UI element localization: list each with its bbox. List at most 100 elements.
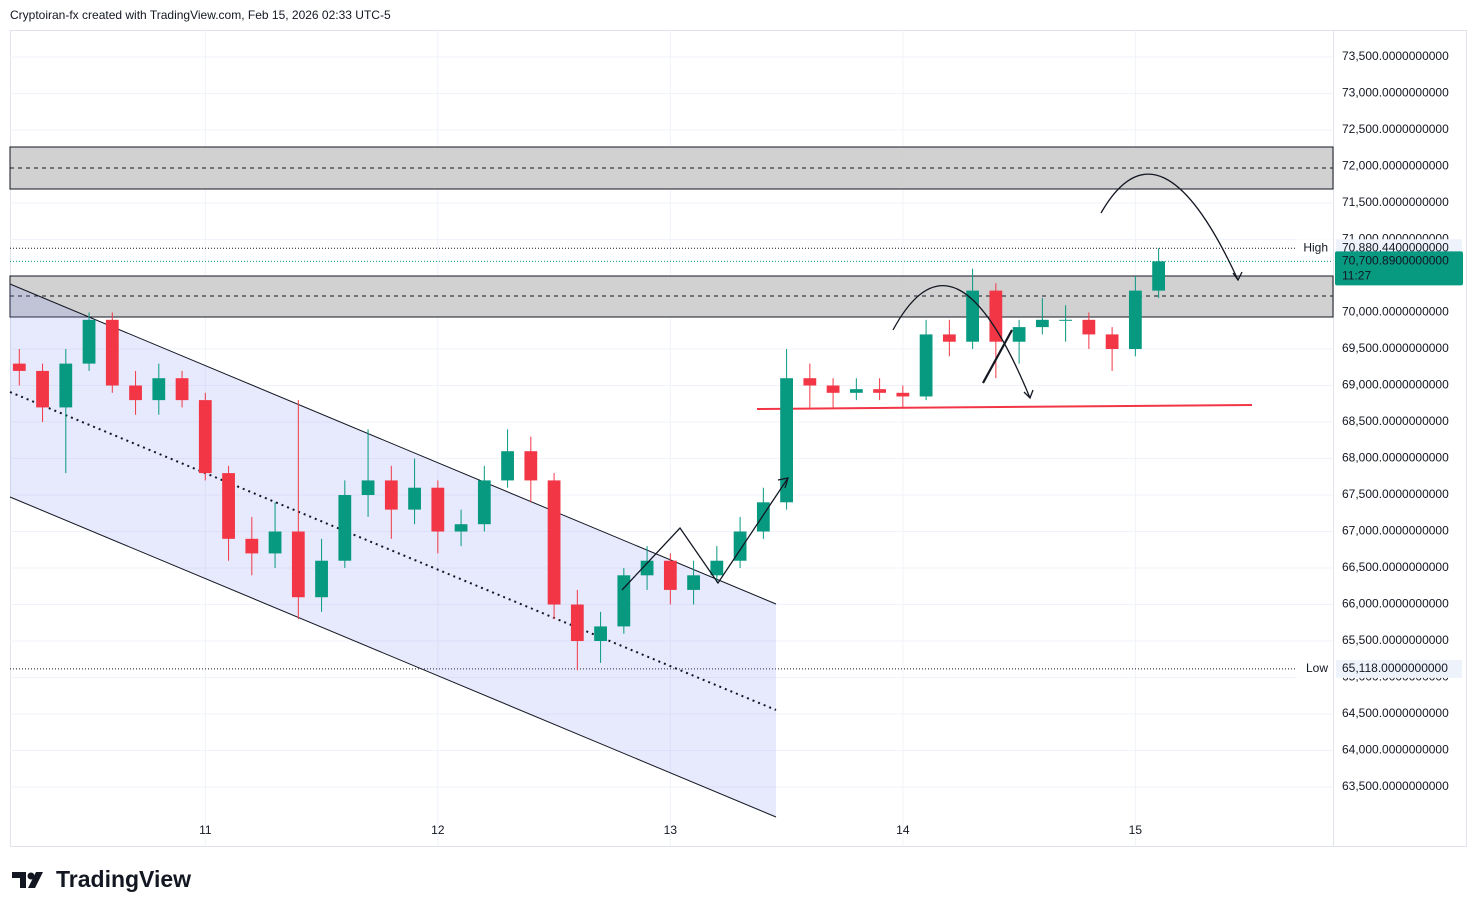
- brand: TradingView: [56, 866, 192, 892]
- support-line: [756, 404, 1253, 410]
- candle-body: [780, 378, 793, 503]
- candle-body: [477, 480, 491, 525]
- y-tick-label: 69,000.0000000000: [1342, 378, 1449, 392]
- candle-body: [431, 487, 445, 532]
- candle-body: [1035, 319, 1049, 328]
- candle-body: [454, 524, 468, 532]
- candle-body: [989, 290, 1003, 342]
- tag-value: 70,880.4400000000: [1342, 240, 1449, 254]
- y-tick-label: 67,000.0000000000: [1342, 524, 1449, 538]
- candle-body: [175, 378, 189, 401]
- arrowhead: [777, 477, 789, 489]
- candle-body: [12, 363, 26, 371]
- candle-body: [733, 531, 747, 561]
- frame: [10, 30, 1467, 847]
- channel-bottom: [9, 496, 777, 818]
- arrowhead: [1232, 271, 1243, 282]
- candle-body: [524, 451, 538, 481]
- candle-body: [129, 385, 142, 401]
- candle-body: [710, 560, 724, 576]
- candle-body: [919, 334, 933, 397]
- y-tick-label: 68,500.0000000000: [1342, 414, 1449, 428]
- y-tick-label: 72,500.0000000000: [1342, 122, 1449, 136]
- candle-body: [617, 575, 631, 627]
- candle-body: [291, 531, 305, 598]
- candle-body: [408, 487, 421, 510]
- candle-body: [105, 319, 119, 386]
- y-tick-label: 68,000.0000000000: [1342, 451, 1449, 465]
- candle-body: [966, 290, 979, 342]
- candle-body: [59, 363, 73, 408]
- candle-body: [803, 378, 817, 386]
- tag-label: High: [1303, 240, 1328, 254]
- x-tick-label: 11: [199, 823, 212, 837]
- x-tick-label: 14: [896, 823, 910, 837]
- logo-mark: [12, 871, 43, 888]
- candle-body: [338, 495, 352, 561]
- candle-body: [594, 626, 607, 642]
- candle-body: [849, 389, 863, 393]
- candle-body: [1082, 319, 1096, 335]
- candle-body: [896, 392, 910, 397]
- tag-label: Low: [1306, 661, 1328, 675]
- candle-body: [756, 502, 770, 532]
- tag-bg: [1297, 659, 1332, 678]
- candle-body: [547, 480, 561, 605]
- candle-body: [1128, 290, 1142, 350]
- candle-body: [1059, 319, 1073, 321]
- candle-body: [942, 334, 956, 342]
- candle-body: [1105, 334, 1119, 350]
- arc: [1100, 173, 1239, 281]
- tag-bg: [1297, 239, 1332, 258]
- tag-bg: [1336, 659, 1462, 678]
- channel-top: [9, 283, 777, 605]
- candle-body: [222, 473, 235, 539]
- y-tick-label: 69,500.0000000000: [1342, 341, 1449, 355]
- countdown: 11:27: [1342, 269, 1371, 283]
- candle-body: [501, 451, 514, 481]
- candle-body: [1152, 261, 1166, 291]
- candle-body: [152, 378, 166, 401]
- candle-body: [36, 370, 49, 408]
- zigzag: [621, 477, 789, 591]
- candle-body: [245, 538, 259, 554]
- candle-body: [1012, 327, 1026, 342]
- candle-body: [663, 560, 677, 590]
- candle-body: [570, 604, 584, 642]
- x-tick-label: 15: [1129, 823, 1143, 837]
- y-tick-label: 66,500.0000000000: [1342, 560, 1449, 574]
- arrowhead: [1023, 389, 1034, 400]
- y-tick-label: 63,500.0000000000: [1342, 779, 1449, 793]
- resistance-zone: [9, 146, 1334, 190]
- candle-body: [873, 389, 886, 393]
- arrows: [621, 173, 1243, 591]
- channel-mid: [9, 391, 777, 711]
- y-tick-label: 64,500.0000000000: [1342, 706, 1449, 720]
- candle-body: [198, 400, 212, 474]
- arc: [892, 285, 1031, 399]
- y-tick-label: 65,500.0000000000: [1342, 633, 1449, 647]
- y-tick-label: 72,000.0000000000: [1342, 159, 1449, 173]
- y-tick-label: 64,000.0000000000: [1342, 743, 1449, 757]
- attribution: Cryptoiran-fx created with TradingView.c…: [10, 8, 391, 22]
- last-price-value: 70,700.8900000000: [1342, 254, 1449, 268]
- candle-body: [315, 560, 328, 598]
- candle-body: [82, 319, 96, 364]
- y-tick-label: 73,500.0000000000: [1342, 49, 1449, 63]
- y-tick-label: 73,000.0000000000: [1342, 86, 1449, 100]
- candle-body: [687, 575, 700, 590]
- x-tick-label: 13: [664, 823, 678, 837]
- x-tick-label: 12: [431, 823, 445, 837]
- y-tick-label: 66,000.0000000000: [1342, 597, 1449, 611]
- y-tick-label: 71,500.0000000000: [1342, 195, 1449, 209]
- candle-body: [361, 480, 375, 496]
- y-tick-label: 70,000.0000000000: [1342, 305, 1449, 319]
- tag-value: 65,118.0000000000: [1342, 661, 1448, 675]
- candle-body: [826, 385, 840, 393]
- logo: TradingView: [12, 866, 191, 893]
- y-tick-label: 67,500.0000000000: [1342, 487, 1449, 501]
- last-price-tag: [1335, 251, 1463, 286]
- candle-body: [640, 560, 654, 576]
- candle-body: [384, 480, 398, 510]
